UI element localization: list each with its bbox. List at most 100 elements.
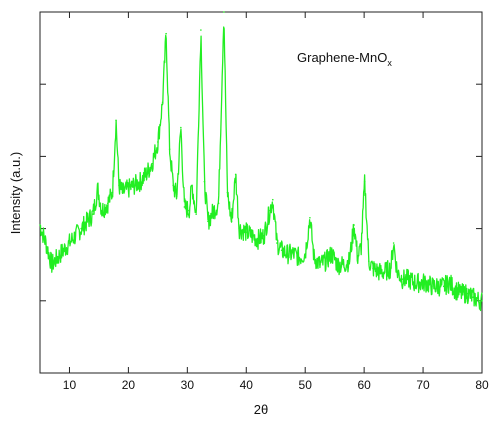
- data-point: [111, 191, 114, 194]
- data-point: [74, 235, 77, 237]
- x-axis-title: 2θ: [254, 402, 268, 417]
- data-point: [223, 11, 225, 13]
- legend-label: Graphene-MnOx: [297, 50, 392, 68]
- data-point: [45, 242, 47, 244]
- data-point: [203, 180, 206, 183]
- x-tick-label: 80: [475, 378, 489, 392]
- data-point: [133, 184, 136, 187]
- data-point: [454, 289, 457, 291]
- data-point: [271, 198, 274, 201]
- data-point: [263, 235, 265, 237]
- data-point: [101, 209, 103, 212]
- data-point: [165, 32, 167, 35]
- series-line: [39, 26, 483, 312]
- data-point: [234, 173, 237, 176]
- data-point: [336, 263, 339, 266]
- data-point: [257, 238, 259, 241]
- data-point: [161, 101, 164, 104]
- y-axis-title: Intensity (a.u.): [8, 152, 23, 234]
- data-point: [342, 263, 345, 266]
- data-point: [200, 29, 202, 31]
- data-point: [172, 184, 174, 187]
- data-point: [168, 148, 171, 150]
- series-layer: [39, 11, 483, 312]
- data-point: [304, 253, 307, 255]
- data-point: [298, 256, 301, 259]
- plot-frame: [39, 11, 483, 374]
- data-point: [313, 256, 315, 259]
- data-point: [325, 260, 327, 262]
- data-point: [356, 256, 359, 259]
- data-point: [401, 278, 404, 280]
- data-point: [269, 209, 271, 212]
- data-point: [442, 285, 445, 288]
- data-point: [238, 227, 240, 230]
- data-point: [62, 249, 65, 252]
- data-point: [309, 216, 311, 219]
- data-point: [280, 249, 283, 252]
- x-axis-ticks: 10 20 30 40 50 60 70 80: [63, 12, 489, 392]
- data-point: [195, 213, 197, 215]
- data-point: [80, 227, 83, 230]
- data-point: [191, 184, 193, 187]
- data-point: [292, 253, 295, 255]
- data-point: [276, 242, 278, 244]
- data-point: [106, 202, 109, 205]
- data-point: [448, 281, 451, 284]
- data-point: [360, 245, 362, 248]
- data-point: [50, 263, 53, 266]
- data-point: [460, 292, 463, 295]
- data-point: [425, 281, 427, 284]
- data-point: [207, 220, 209, 223]
- legend-main-text: Graphene-MnO: [297, 50, 387, 65]
- data-point: [330, 253, 333, 255]
- data-point: [180, 126, 182, 129]
- x-tick-label: 60: [357, 378, 371, 392]
- data-point: [213, 209, 215, 212]
- data-point: [121, 191, 124, 194]
- x-tick-label: 30: [181, 378, 195, 392]
- data-point: [407, 278, 410, 280]
- data-point: [217, 202, 220, 205]
- data-point: [378, 271, 380, 273]
- data-point: [96, 188, 99, 190]
- data-point: [368, 260, 370, 262]
- x-tick-label: 50: [299, 378, 313, 392]
- data-point: [431, 285, 433, 288]
- data-point: [230, 220, 233, 223]
- data-point: [145, 173, 147, 176]
- data-point: [251, 235, 253, 237]
- data-point: [39, 224, 41, 226]
- data-point: [68, 242, 71, 244]
- x-tick-label: 40: [240, 378, 254, 392]
- data-point: [118, 184, 120, 187]
- data-point: [183, 206, 186, 208]
- data-point: [188, 209, 190, 212]
- data-point: [115, 119, 117, 122]
- data-point: [245, 231, 248, 234]
- data-point: [157, 141, 159, 143]
- data-point: [413, 281, 416, 284]
- data-point: [139, 180, 141, 183]
- data-point: [472, 296, 474, 298]
- data-point: [392, 242, 395, 244]
- data-point: [226, 191, 229, 194]
- data-point: [353, 224, 355, 226]
- data-point: [319, 263, 321, 266]
- data-point: [437, 285, 439, 288]
- data-point: [86, 220, 88, 223]
- data-point: [383, 271, 386, 273]
- x-tick-label: 70: [416, 378, 430, 392]
- data-point: [372, 267, 374, 270]
- x-tick-label: 20: [122, 378, 136, 392]
- data-point: [127, 188, 130, 190]
- data-point: [286, 253, 289, 255]
- data-point: [466, 292, 469, 295]
- data-point: [56, 256, 59, 259]
- data-point: [396, 271, 398, 273]
- data-point: [348, 260, 351, 262]
- data-point: [419, 281, 421, 284]
- x-tick-label: 10: [63, 378, 77, 392]
- data-point: [175, 195, 178, 197]
